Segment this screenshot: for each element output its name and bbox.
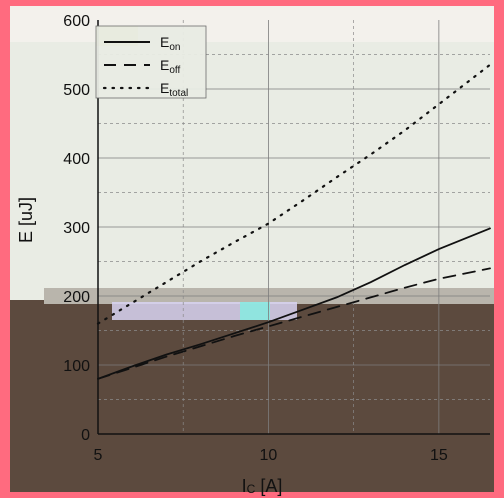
legend-label-off: Eoff xyxy=(160,57,181,76)
series-line-off xyxy=(97,267,491,380)
y-tick-label: 200 xyxy=(63,289,90,306)
y-tick-label: 500 xyxy=(63,82,90,99)
y-tick-label: 0 xyxy=(81,427,90,444)
legend: Eon Eoff Etotal xyxy=(95,25,207,99)
x-axis-title: IC [A] xyxy=(242,476,283,496)
series-layer xyxy=(96,63,492,380)
lower-band xyxy=(10,300,494,492)
y-tick-labels: 0 100 200 300 400 500 600 xyxy=(63,13,90,444)
legend-box xyxy=(95,25,207,99)
x-tick-label: 15 xyxy=(430,447,448,464)
legend-label-total: Etotal xyxy=(160,80,188,99)
y-tick-label: 300 xyxy=(63,220,90,237)
y-axis-title: E [uJ] xyxy=(16,197,36,243)
top-strip xyxy=(10,6,494,44)
legend-label-on: Eon xyxy=(160,34,180,53)
y-tick-label: 100 xyxy=(63,358,90,375)
x-tick-label: 5 xyxy=(94,447,103,464)
x-tick-label: 10 xyxy=(260,447,278,464)
y-tick-label: 400 xyxy=(63,151,90,168)
y-tick-label: 600 xyxy=(63,13,90,30)
glitch-strip-accent xyxy=(240,302,270,320)
series-line-on xyxy=(97,227,491,380)
grid xyxy=(98,20,490,434)
x-tick-labels: 5 10 15 xyxy=(94,447,448,464)
